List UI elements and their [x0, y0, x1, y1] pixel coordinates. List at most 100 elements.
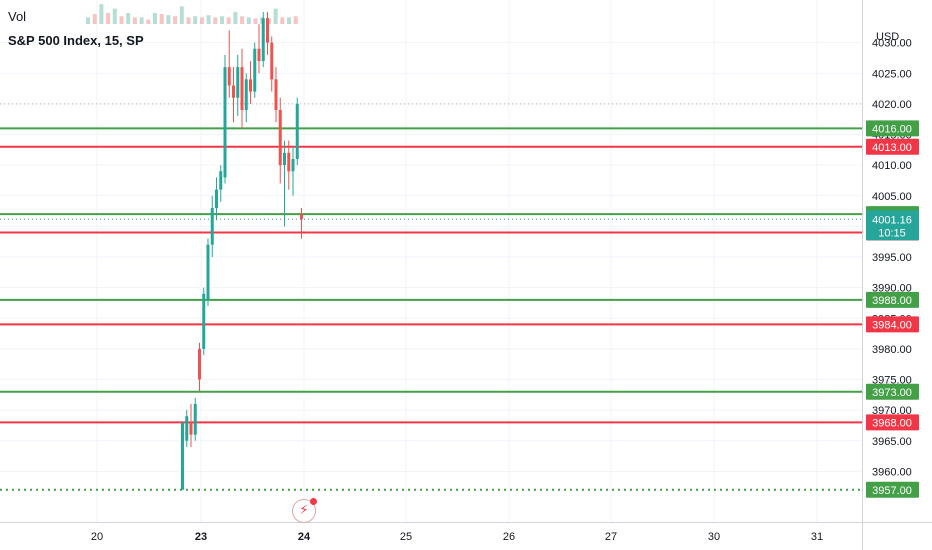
- volume-bar: [132, 17, 137, 24]
- volume-bar: [273, 8, 278, 24]
- candle-body: [300, 214, 303, 220]
- volume-legend: Vol: [8, 9, 27, 24]
- x-tick-label: 23: [195, 531, 207, 543]
- y-tick-label: 4020.00: [872, 99, 912, 111]
- volume-bar: [179, 6, 184, 25]
- candle-body: [198, 348, 201, 380]
- candle-body: [236, 67, 240, 98]
- candle-body: [249, 79, 252, 92]
- y-tick-label: 3965.00: [872, 436, 912, 448]
- candle-body: [257, 48, 261, 61]
- candle-body: [189, 422, 193, 435]
- volume-bar: [253, 18, 258, 24]
- level-badge-label: 3984.00: [872, 319, 912, 331]
- x-tick-label: 27: [605, 531, 617, 543]
- volume-bar: [280, 17, 285, 24]
- candle-body: [291, 159, 295, 172]
- level-badge-label: 4013.00: [872, 142, 912, 154]
- volume-bar: [159, 14, 164, 24]
- candle-body: [181, 422, 184, 490]
- y-tick-label: 4025.00: [872, 68, 912, 80]
- volume-bar: [86, 17, 90, 24]
- y-tick-label: 4010.00: [872, 160, 912, 172]
- last-price-badge: [866, 210, 919, 241]
- y-tick-label: 4005.00: [872, 191, 912, 203]
- level-badges: 4016.004013.004002.003999.003988.003984.…: [866, 120, 919, 498]
- x-tick-label: 30: [708, 531, 720, 543]
- volume-bar: [287, 17, 291, 24]
- candle-body: [240, 67, 244, 110]
- candle-body: [278, 110, 282, 166]
- candle-body: [295, 103, 299, 159]
- candle-body: [202, 293, 206, 349]
- volume-bars: [86, 4, 298, 25]
- volume-bar: [220, 16, 224, 24]
- volume-bar: [92, 14, 97, 24]
- candle-body: [193, 404, 197, 435]
- volume-bar: [166, 15, 171, 24]
- level-badge-label: 3968.00: [872, 417, 912, 429]
- volume-bar: [126, 13, 131, 24]
- level-badge-label: 4016.00: [872, 123, 912, 135]
- volume-bar: [233, 11, 238, 24]
- currency-label: USD: [876, 31, 899, 43]
- candle-body: [283, 152, 286, 166]
- support-level-badge: [866, 383, 919, 400]
- y-tick-label: 3990.00: [872, 283, 912, 295]
- alert-button[interactable]: ⚡: [292, 498, 317, 523]
- candle-body: [210, 208, 214, 245]
- x-tick-label: 31: [811, 531, 823, 543]
- candlesticks: [181, 12, 303, 490]
- volume-bar: [112, 8, 117, 24]
- candle-body: [261, 18, 265, 61]
- support-level-badge: [866, 120, 919, 137]
- volume-bar: [193, 16, 198, 24]
- resistance-level-badge: [866, 414, 919, 431]
- volume-bar: [146, 19, 151, 24]
- volume-bar: [246, 17, 251, 24]
- volume-bar: [139, 17, 144, 24]
- candle-body: [270, 42, 274, 80]
- level-badge-label: 3988.00: [872, 295, 912, 307]
- y-tick-label: 4030.00: [872, 38, 912, 50]
- volume-bar: [186, 17, 191, 24]
- volume-bar: [206, 15, 211, 24]
- candle-body: [253, 48, 257, 92]
- horizontal-levels[interactable]: [0, 127, 862, 491]
- volume-bar: [119, 16, 124, 24]
- candle-body: [266, 18, 269, 43]
- y-tick-label: 3975.00: [872, 375, 912, 387]
- x-tick-label: 24: [298, 531, 311, 543]
- candle-body: [227, 67, 231, 86]
- candle-body: [223, 67, 227, 178]
- volume-bar: [226, 17, 231, 24]
- x-tick-label: 26: [503, 531, 515, 543]
- candle-body: [185, 416, 189, 441]
- volume-bar: [153, 13, 157, 24]
- candle-body: [232, 85, 235, 98]
- level-badge-label: 3957.00: [872, 485, 912, 497]
- candle-body: [219, 171, 223, 190]
- volume-bar: [293, 16, 298, 24]
- symbol-title[interactable]: S&P 500 Index, 15, SP: [8, 33, 144, 48]
- notification-dot: [310, 498, 317, 505]
- candle-body: [206, 244, 210, 300]
- y-tick-label: 3960.00: [872, 466, 912, 478]
- y-tick-label: 3995.00: [872, 252, 912, 264]
- bar-countdown-label: 10:15: [878, 227, 906, 239]
- support-level-badge: [866, 481, 919, 498]
- volume-bar: [106, 13, 111, 24]
- grid: [0, 0, 862, 522]
- support-level-badge: [866, 291, 919, 308]
- last-price-label: 4001.16: [872, 214, 912, 226]
- y-tick-label: 3970.00: [872, 405, 912, 417]
- volume-bar: [99, 4, 104, 24]
- volume-bar: [240, 16, 245, 24]
- candle-body: [215, 189, 218, 208]
- volume-bar: [199, 17, 204, 24]
- candle-body: [287, 152, 291, 172]
- resistance-level-badge: [866, 316, 919, 333]
- lightning-bolt-icon: ⚡: [299, 502, 309, 517]
